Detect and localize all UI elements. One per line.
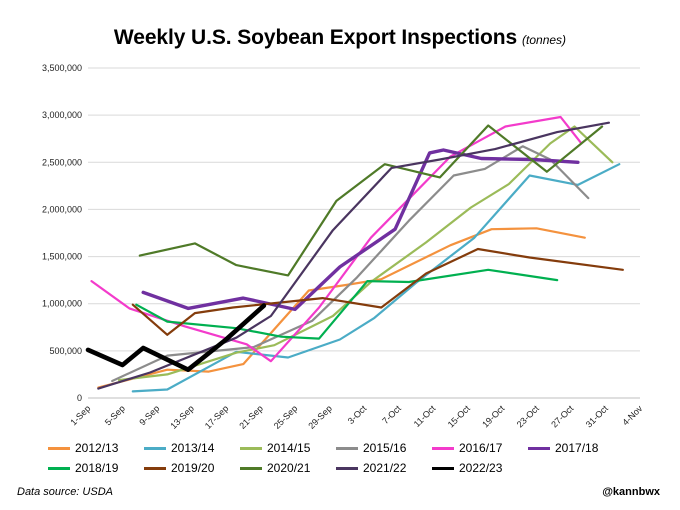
legend-label: 2018/19 <box>75 461 119 475</box>
x-tick-label: 15-Oct <box>446 403 473 430</box>
legend-label: 2016/17 <box>459 441 503 455</box>
series-line-2022-23 <box>85 303 267 373</box>
x-tick-label: 19-Oct <box>480 403 507 430</box>
author-handle: @kannbwx <box>602 486 660 498</box>
y-tick-label: 3,000,000 <box>42 110 82 120</box>
legend-row-2: 2018/19 2019/20 2020/21 2021/22 2022/23 <box>48 458 648 478</box>
series-line-2014-15 <box>117 125 614 382</box>
series-line-2021-22 <box>97 121 611 390</box>
series-lines <box>85 115 624 393</box>
y-tick-label: 1,000,000 <box>42 299 82 309</box>
series-line-2012-13 <box>97 227 586 389</box>
legend-label: 2013/14 <box>171 441 215 455</box>
x-tick-label: 31-Oct <box>584 403 611 430</box>
series-line-2019-20 <box>131 247 624 336</box>
legend-label: 2020/21 <box>267 461 311 475</box>
y-tick-label: 500,000 <box>49 346 82 356</box>
legend-item-2015-16: 2015/16 <box>336 441 432 455</box>
legend-swatch <box>144 466 166 470</box>
legend-item-2014-15: 2014/15 <box>240 441 336 455</box>
x-tick-label: 23-Oct <box>515 403 542 430</box>
legend-item-2016-17: 2016/17 <box>432 441 528 455</box>
legend-swatch <box>432 446 454 450</box>
x-tick-label: 7-Oct <box>380 403 403 426</box>
y-tick-label: 3,500,000 <box>42 63 82 73</box>
series-line-2015-16 <box>111 145 590 383</box>
legend-item-2022-23: 2022/23 <box>432 461 528 475</box>
legend-swatch <box>432 466 454 470</box>
legend-swatch <box>240 446 262 450</box>
legend-item-2012-13: 2012/13 <box>48 441 144 455</box>
x-tick-label: 5-Sep <box>103 403 127 427</box>
legend-item-2013-14: 2013/14 <box>144 441 240 455</box>
y-tick-label: 0 <box>77 393 82 403</box>
series-line-2013-14 <box>131 163 621 393</box>
x-tick-label: 13-Sep <box>168 403 196 431</box>
legend-swatch <box>240 466 262 470</box>
series-line-2020-21 <box>138 124 604 277</box>
x-tick-label: 27-Oct <box>549 403 576 430</box>
x-tick-label: 11-Oct <box>412 403 438 429</box>
x-tick-label: 4-Nov <box>620 403 644 427</box>
legend-item-2021-22: 2021/22 <box>336 461 432 475</box>
legend-swatch <box>144 446 166 450</box>
legend-item-2020-21: 2020/21 <box>240 461 336 475</box>
series-line-2017-18 <box>141 148 580 312</box>
x-tick-label: 21-Sep <box>237 403 265 431</box>
x-tick-label: 29-Sep <box>306 403 334 431</box>
x-axis-ticks: 1-Sep 5-Sep 9-Sep 13-Sep 17-Sep 21-Sep 25-Sep 2… <box>68 403 644 431</box>
legend-swatch <box>336 466 358 470</box>
x-tick-label: 9-Sep <box>137 403 161 427</box>
x-tick-label: 3-Oct <box>346 403 369 426</box>
legend: 2012/13 2013/14 2014/15 2015/16 2016/17 … <box>48 438 648 478</box>
y-tick-label: 1,500,000 <box>42 252 82 262</box>
legend-swatch <box>48 466 70 470</box>
legend-label: 2017/18 <box>555 441 599 455</box>
series-line-2018-19 <box>135 268 559 340</box>
chart-unit-label: (tonnes) <box>522 33 567 47</box>
y-tick-label: 2,000,000 <box>42 204 82 214</box>
legend-item-2019-20: 2019/20 <box>144 461 240 475</box>
series-line-2016-17 <box>90 115 583 363</box>
y-tick-label: 2,500,000 <box>42 157 82 167</box>
legend-label: 2015/16 <box>363 441 407 455</box>
y-axis-ticks: 0 500,000 1,000,000 1,500,000 2,000,000 2,500… <box>42 63 82 403</box>
x-tick-label: 17-Sep <box>203 403 231 431</box>
x-tick-label: 25-Sep <box>272 403 300 431</box>
legend-swatch <box>48 446 70 450</box>
chart-title-text: Weekly U.S. Soybean Export Inspections <box>113 26 518 49</box>
legend-row-1: 2012/13 2013/14 2014/15 2015/16 2016/17 … <box>48 438 648 458</box>
legend-swatch <box>528 446 550 450</box>
legend-label: 2022/23 <box>459 461 503 475</box>
chart-title: Weekly U.S. Soybean Export Inspections (t… <box>0 26 680 50</box>
legend-item-2017-18: 2017/18 <box>528 441 624 455</box>
x-tick-label: 1-Sep <box>68 403 92 427</box>
legend-swatch <box>336 446 358 450</box>
legend-label: 2021/22 <box>363 461 407 475</box>
legend-label: 2012/13 <box>75 441 119 455</box>
legend-label: 2014/15 <box>267 441 311 455</box>
legend-item-2018-19: 2018/19 <box>48 461 144 475</box>
data-source-note: Data source: USDA <box>17 486 113 498</box>
legend-label: 2019/20 <box>171 461 215 475</box>
